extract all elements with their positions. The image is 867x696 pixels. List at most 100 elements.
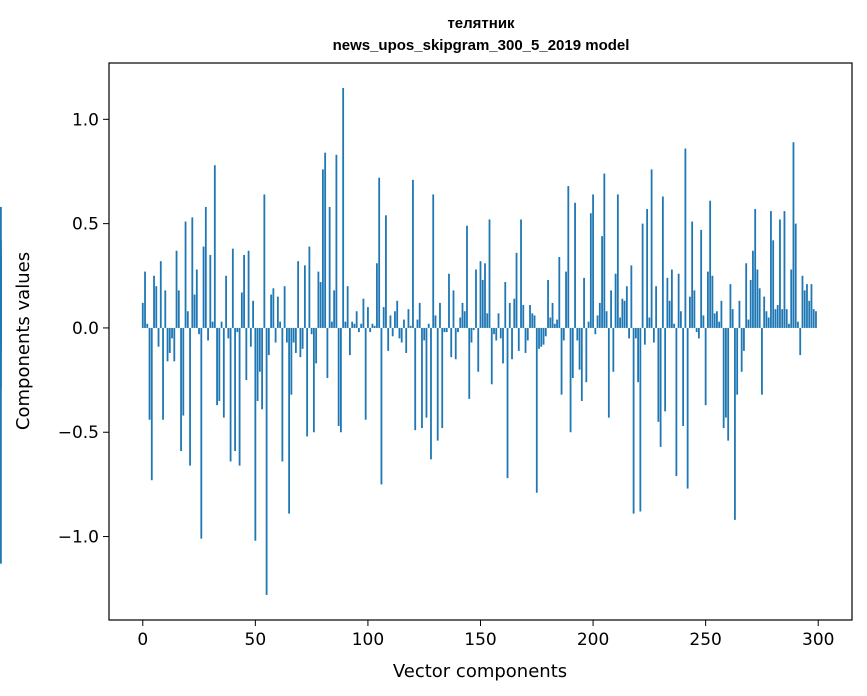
bar-189 (567, 186, 570, 328)
bar-78 (317, 271, 320, 328)
bar-136 (448, 273, 450, 328)
bar-271 (752, 250, 754, 328)
bar-202 (596, 315, 599, 328)
bar-162 (506, 327, 509, 479)
bar-24 (195, 269, 198, 328)
bar-207 (607, 327, 610, 418)
bar-197 (585, 327, 588, 383)
bar-262 (731, 309, 734, 328)
bar-17 (180, 327, 182, 452)
bar-120 (412, 179, 414, 328)
bar-15 (175, 250, 178, 328)
bar-280 (772, 240, 775, 328)
bar-257 (720, 300, 723, 328)
x-axis-label: Vector components (393, 661, 567, 682)
bar-144 (466, 225, 468, 328)
bar-41 (234, 327, 236, 452)
bar-44 (240, 292, 243, 328)
bar-283 (779, 219, 781, 328)
bar-116 (403, 319, 405, 328)
bar-29 (207, 327, 209, 341)
bar-99 (364, 327, 367, 420)
x-tick-label: 0 (137, 630, 148, 650)
bar-58 (272, 288, 275, 328)
bar-265 (738, 300, 741, 328)
bar-290 (794, 223, 797, 328)
bar-159 (499, 327, 502, 339)
bar-198 (587, 321, 590, 328)
bar-27 (202, 246, 205, 328)
bar-79 (319, 282, 322, 328)
x-tick-label: 300 (802, 630, 834, 650)
bar-96 (358, 327, 360, 333)
bar-286 (785, 309, 788, 328)
bar-52 (258, 327, 261, 372)
bar-103 (373, 325, 376, 328)
bar-247 (697, 327, 700, 339)
bar-38 (227, 327, 230, 339)
bar-153 (486, 313, 489, 328)
bar-254 (713, 313, 716, 328)
bar-299 (815, 311, 817, 328)
bar-140 (457, 327, 459, 333)
bar-249 (702, 315, 705, 328)
bar-74 (308, 246, 311, 328)
bar-50 (254, 327, 257, 541)
bar-167 (517, 327, 520, 351)
bar-151 (481, 279, 484, 328)
bar-208 (610, 290, 612, 328)
bar-250 (704, 327, 707, 406)
bar-121 (414, 327, 417, 431)
bar-104 (376, 263, 378, 328)
bar-270 (749, 279, 752, 328)
bar-42 (236, 327, 239, 333)
bar-163 (508, 302, 511, 328)
bar-81 (324, 152, 327, 328)
bars-group (0, 88, 817, 595)
bar-77 (315, 327, 318, 364)
bar-83 (328, 206, 331, 328)
bar-45 (243, 254, 245, 328)
bar-22 (191, 217, 194, 328)
bar-168 (520, 219, 522, 328)
bar-53 (261, 327, 264, 410)
bar-233 (666, 277, 669, 328)
bar-142 (461, 302, 464, 328)
bar-182 (551, 302, 554, 328)
bar-80 (321, 169, 324, 328)
bar-180 (547, 279, 549, 328)
bar-70 (299, 327, 302, 358)
bar-199 (589, 213, 592, 328)
bar-106 (380, 327, 383, 485)
bar-127 (427, 323, 430, 328)
bar-160 (502, 327, 504, 364)
bar-215 (625, 286, 628, 328)
bar-0 (141, 302, 144, 328)
bar-98 (362, 298, 365, 328)
bar-141 (459, 317, 462, 328)
bar-164 (511, 327, 513, 360)
bar-48 (249, 327, 252, 347)
x-tick-label: 250 (689, 630, 721, 650)
bar-228 (655, 286, 658, 328)
bar-295 (806, 284, 808, 328)
bar-248 (700, 229, 703, 328)
bar-244 (691, 221, 694, 328)
bar-171 (526, 327, 529, 341)
bar-34 (218, 327, 221, 401)
bar-211 (616, 194, 619, 328)
bar-177 (540, 327, 543, 347)
bar-200 (592, 194, 594, 328)
bar-6 (155, 286, 158, 328)
bar-54 (263, 194, 266, 328)
bar-157 (495, 327, 498, 341)
bar-155 (490, 327, 493, 385)
bar-128 (430, 327, 432, 460)
bar-2 (146, 323, 149, 328)
bar-296 (808, 300, 811, 328)
bar-226 (650, 169, 653, 328)
bar-268 (745, 263, 748, 328)
bar-110 (389, 315, 392, 328)
bar-210 (614, 273, 617, 328)
bar-255 (716, 311, 718, 328)
